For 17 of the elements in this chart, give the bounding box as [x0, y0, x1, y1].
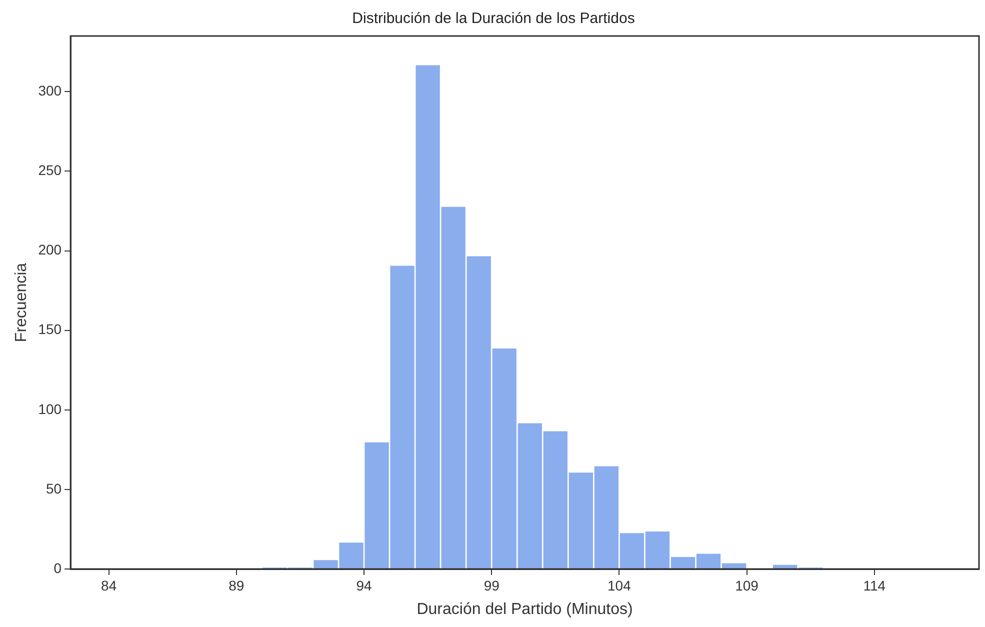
y-tick-label: 150	[38, 321, 62, 338]
x-tick-label: 109	[735, 577, 759, 594]
chart-title: Distribución de la Duración de los Partidos	[352, 10, 635, 28]
x-tick-label: 94	[356, 577, 372, 594]
y-tick-label: 250	[38, 162, 62, 178]
x-tick-label: 99	[484, 577, 500, 594]
x-axis-title: Duración del Partido (Minutos)	[416, 600, 633, 618]
y-tick-label: 200	[38, 242, 62, 258]
y-tick-label: 50	[46, 480, 62, 496]
x-tick-label: 114	[863, 577, 886, 594]
y-axis-title: Frecuencia	[13, 262, 30, 342]
x-tick-label: 84	[101, 577, 117, 594]
x-tick-label: 89	[228, 577, 244, 594]
y-tick-label: 100	[38, 400, 62, 417]
y-tick-label: 300	[38, 82, 62, 99]
x-tick-label: 104	[608, 577, 632, 594]
y-tick-label: 0	[54, 560, 62, 576]
